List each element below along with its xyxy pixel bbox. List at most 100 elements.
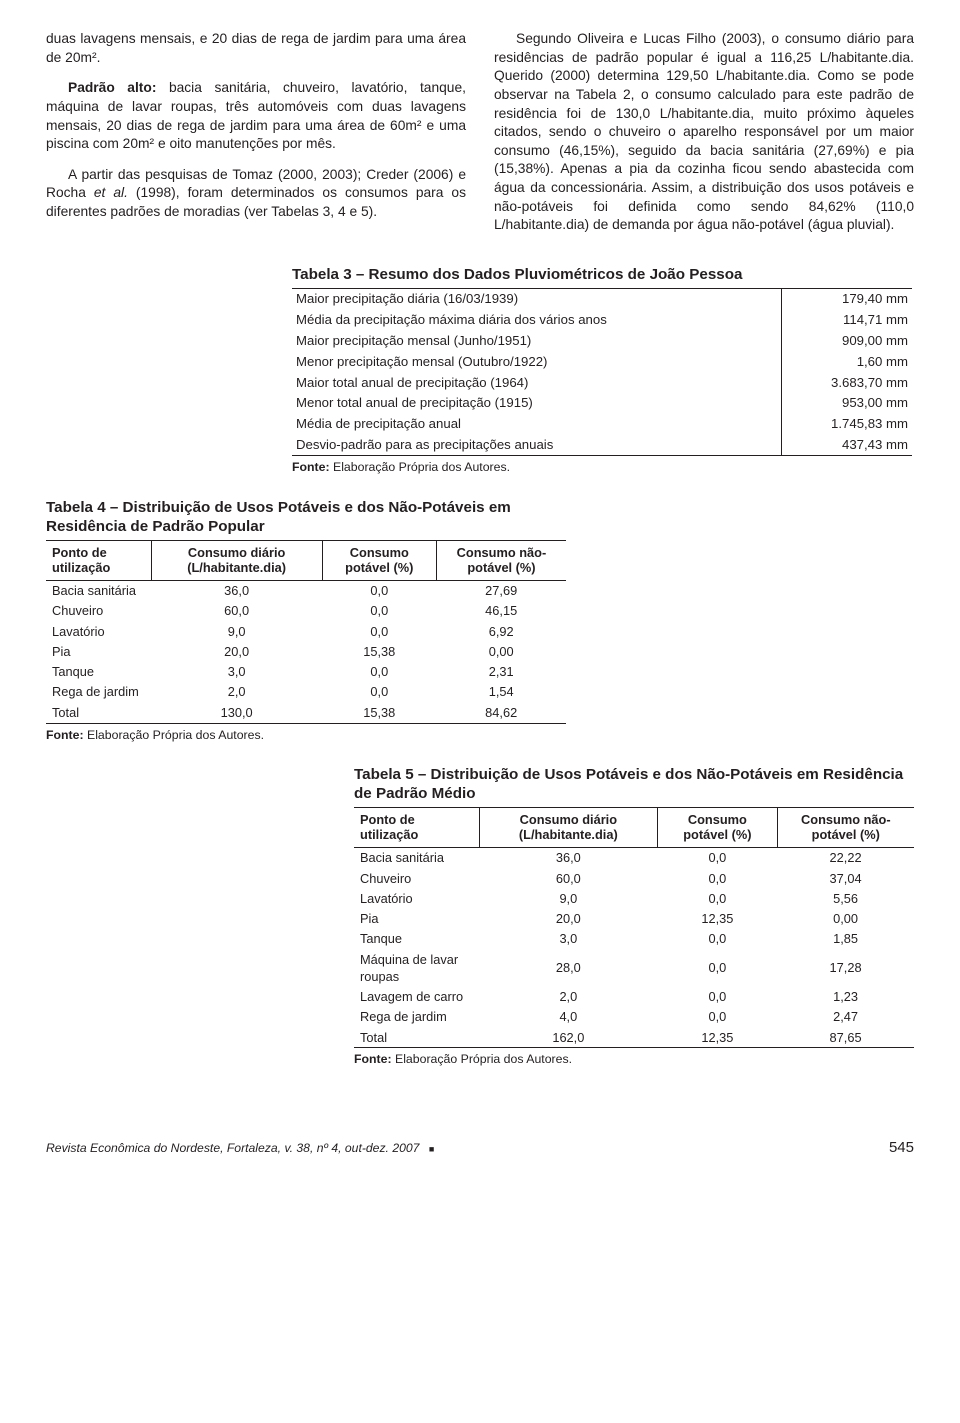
table-row: Rega de jardim2,00,01,54 xyxy=(46,682,566,702)
t5-c3: 22,22 xyxy=(777,847,914,868)
intro-right-p1: Segundo Oliveira e Lucas Filho (2003), o… xyxy=(494,30,914,235)
t3-label: Desvio-padrão para as precipitações anua… xyxy=(292,435,781,456)
t5-c1: 2,0 xyxy=(479,987,658,1007)
t4-c1: 9,0 xyxy=(151,621,322,641)
t4-c3: 6,92 xyxy=(436,621,566,641)
table-row: Lavatório9,00,06,92 xyxy=(46,621,566,641)
fonte-text: Elaboração Própria dos Autores. xyxy=(392,1052,572,1066)
t4-c3: 27,69 xyxy=(436,580,566,601)
table-row: Rega de jardim4,00,02,47 xyxy=(354,1007,914,1027)
table-row: Tanque3,00,02,31 xyxy=(46,662,566,682)
table-row: Média de precipitação anual1.745,83 mm xyxy=(292,414,912,435)
t4-c3: 46,15 xyxy=(436,601,566,621)
fonte-text: Elaboração Própria dos Autores. xyxy=(330,460,510,474)
t5-c1: 9,0 xyxy=(479,888,658,908)
t4-c2: 15,38 xyxy=(322,702,436,723)
t5-c0: Bacia sanitária xyxy=(354,847,479,868)
table-row: Pia20,015,380,00 xyxy=(46,641,566,661)
fonte-label: Fonte: xyxy=(354,1052,392,1066)
table3-title: Tabela 3 – Resumo dos Dados Pluviométric… xyxy=(292,265,914,284)
t5-c2: 0,0 xyxy=(658,847,777,868)
t5-c0: Tanque xyxy=(354,929,479,949)
table5: Ponto de utilização Consumo diário (L/ha… xyxy=(354,807,914,1048)
table5-fonte: Fonte: Elaboração Própria dos Autores. xyxy=(354,1051,914,1068)
t5-c0: Chuveiro xyxy=(354,868,479,888)
t5-c3: 17,28 xyxy=(777,949,914,987)
t5-c2: 0,0 xyxy=(658,888,777,908)
table4-header-row: Ponto de utilização Consumo diário (L/ha… xyxy=(46,540,566,580)
table-row: Desvio-padrão para as precipitações anua… xyxy=(292,435,912,456)
t4-c0: Chuveiro xyxy=(46,601,151,621)
t5-c0: Máquina de lavar roupas xyxy=(354,949,479,987)
table4-fonte: Fonte: Elaboração Própria dos Autores. xyxy=(46,727,566,744)
table-row: Maior precipitação mensal (Junho/1951)90… xyxy=(292,331,912,352)
table-row: Lavagem de carro2,00,01,23 xyxy=(354,987,914,1007)
t4-c3: 2,31 xyxy=(436,662,566,682)
t3-value: 909,00 mm xyxy=(781,331,912,352)
t5-c0: Lavatório xyxy=(354,888,479,908)
t5-c0: Pia xyxy=(354,909,479,929)
table-row: Média da precipitação máxima diária dos … xyxy=(292,310,912,331)
t5-c2: 0,0 xyxy=(658,987,777,1007)
t5-c0: Rega de jardim xyxy=(354,1007,479,1027)
t5-c2: 0,0 xyxy=(658,949,777,987)
t5-c2: 12,35 xyxy=(658,909,777,929)
t4-h1: Consumo diário (L/habitante.dia) xyxy=(151,540,322,580)
t3-label: Menor precipitação mensal (Outubro/1922) xyxy=(292,351,781,372)
t3-value: 1,60 mm xyxy=(781,351,912,372)
t3-value: 179,40 mm xyxy=(781,288,912,309)
t4-c2: 0,0 xyxy=(322,601,436,621)
t5-c3: 87,65 xyxy=(777,1027,914,1048)
fonte-label: Fonte: xyxy=(46,728,84,742)
t4-c2: 0,0 xyxy=(322,621,436,641)
t5-c2: 12,35 xyxy=(658,1027,777,1048)
t3-label: Maior precipitação diária (16/03/1939) xyxy=(292,288,781,309)
table-row: Maior precipitação diária (16/03/1939)17… xyxy=(292,288,912,309)
table-row: Lavatório9,00,05,56 xyxy=(354,888,914,908)
table5-title: Tabela 5 – Distribuição de Usos Potáveis… xyxy=(354,765,914,803)
t5-c1: 60,0 xyxy=(479,868,658,888)
table-row: Maior total anual de precipitação (1964)… xyxy=(292,372,912,393)
t3-value: 114,71 mm xyxy=(781,310,912,331)
t4-c1: 130,0 xyxy=(151,702,322,723)
intro-right-column: Segundo Oliveira e Lucas Filho (2003), o… xyxy=(494,30,914,247)
intro-left-column: duas lavagens mensais, e 20 dias de rega… xyxy=(46,30,466,247)
t5-c3: 0,00 xyxy=(777,909,914,929)
table4-block: Tabela 4 – Distribuição de Usos Potáveis… xyxy=(46,498,566,743)
table-row: Bacia sanitária36,00,027,69 xyxy=(46,580,566,601)
t4-c0: Bacia sanitária xyxy=(46,580,151,601)
t4-c0: Total xyxy=(46,702,151,723)
t5-c0: Lavagem de carro xyxy=(354,987,479,1007)
t3-label: Maior precipitação mensal (Junho/1951) xyxy=(292,331,781,352)
t4-c0: Tanque xyxy=(46,662,151,682)
t4-h0: Ponto de utilização xyxy=(46,540,151,580)
t4-h3: Consumo não-potável (%) xyxy=(436,540,566,580)
t3-value: 437,43 mm xyxy=(781,435,912,456)
t4-c1: 2,0 xyxy=(151,682,322,702)
t4-c2: 0,0 xyxy=(322,682,436,702)
table5-block: Tabela 5 – Distribuição de Usos Potáveis… xyxy=(354,765,914,1068)
table-row: Menor total anual de precipitação (1915)… xyxy=(292,393,912,414)
table-row: Chuveiro60,00,046,15 xyxy=(46,601,566,621)
table-row: Tanque3,00,01,85 xyxy=(354,929,914,949)
t3-label: Média de precipitação anual xyxy=(292,414,781,435)
intro-left-p3: A partir das pesquisas de Tomaz (2000, 2… xyxy=(46,166,466,222)
t4-c2: 15,38 xyxy=(322,641,436,661)
t3-value: 3.683,70 mm xyxy=(781,372,912,393)
t5-c0: Total xyxy=(354,1027,479,1048)
t4-c1: 36,0 xyxy=(151,580,322,601)
table-row: Total130,015,3884,62 xyxy=(46,702,566,723)
t5-c3: 37,04 xyxy=(777,868,914,888)
t3-label: Média da precipitação máxima diária dos … xyxy=(292,310,781,331)
t5-c1: 3,0 xyxy=(479,929,658,949)
t5-h0: Ponto de utilização xyxy=(354,808,479,848)
fonte-text: Elaboração Própria dos Autores. xyxy=(84,728,264,742)
t3-label: Maior total anual de precipitação (1964) xyxy=(292,372,781,393)
t4-c0: Rega de jardim xyxy=(46,682,151,702)
square-icon: ■ xyxy=(429,1143,434,1155)
t5-c2: 0,0 xyxy=(658,868,777,888)
t5-c1: 4,0 xyxy=(479,1007,658,1027)
padrao-alto-label: Padrão alto: xyxy=(68,80,156,95)
t5-h3: Consumo não-potável (%) xyxy=(777,808,914,848)
table-row: Total162,012,3587,65 xyxy=(354,1027,914,1048)
